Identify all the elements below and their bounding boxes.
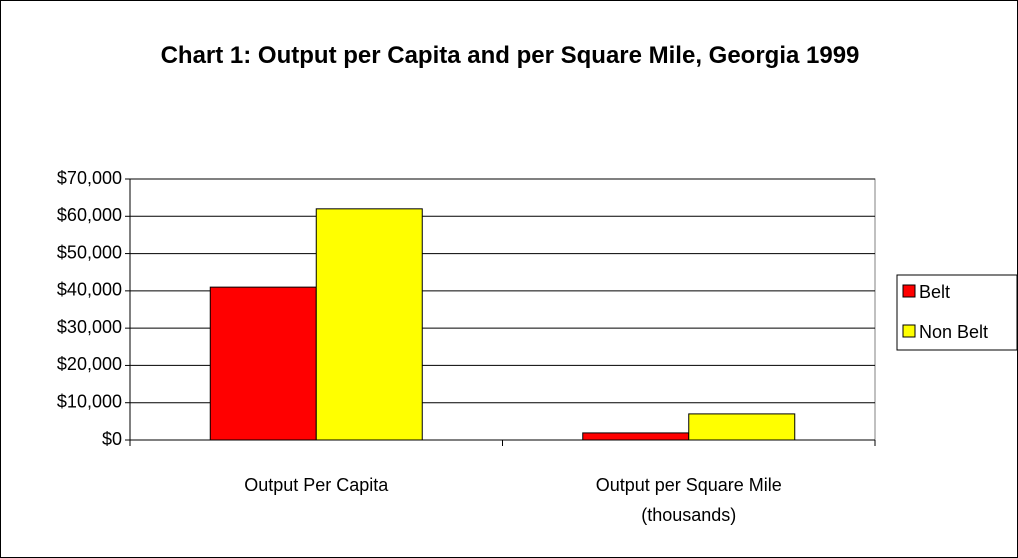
bar [688,413,796,441]
x-tick-label: Output per Square Mile (thousands) [595,475,782,525]
bar [209,286,317,441]
chart-title: Chart 1: Output per Capita and per Squar… [160,42,860,69]
bar [315,208,423,441]
y-tick-label: $20,000 [57,354,122,374]
y-tick-label: $50,000 [57,242,122,262]
legend-label: Non Belt [919,322,988,342]
bar [582,432,690,441]
legend-label: Belt [919,282,950,302]
y-tick-label: $40,000 [57,280,122,300]
y-tick-label: $30,000 [57,317,122,337]
legend-swatch [902,324,916,338]
x-tick-label: Output Per Capita [244,475,389,495]
y-tick-label: $0 [102,429,122,449]
y-tick-label: $10,000 [57,391,122,411]
y-tick-label: $60,000 [57,205,122,225]
y-tick-label: $70,000 [57,168,122,188]
legend-swatch [902,284,916,298]
legend-box [896,274,1018,351]
